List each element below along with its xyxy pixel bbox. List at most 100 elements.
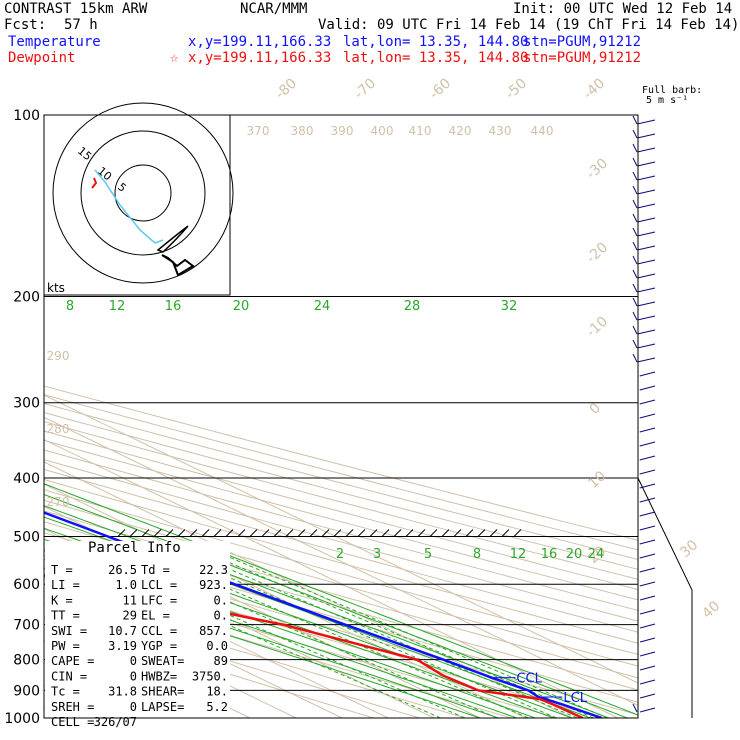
parcel-value: 31.8 (108, 685, 137, 699)
wind-barb (639, 679, 656, 685)
hatch-mark (213, 529, 222, 537)
moist-adiabat-label: 12 (109, 299, 126, 314)
wind-barb (637, 245, 656, 251)
wind-barb-flag (632, 143, 638, 153)
hatch-mark (405, 529, 414, 537)
dry-adiabat-line (44, 603, 422, 718)
parcel-label: LAPSE= (141, 700, 184, 714)
wind-barb (639, 441, 656, 447)
wind-barb (639, 595, 656, 601)
parcel-value: 18. (206, 685, 228, 699)
parcel-value: 0.0 (206, 639, 228, 653)
dry-adiabat-line (44, 590, 468, 718)
hodograph-units: kts (47, 281, 65, 295)
dry-adiabat-label: 270 (47, 495, 70, 509)
wind-barb (637, 343, 656, 349)
isotherm-label: -10 (583, 313, 611, 340)
mixing-ratio-label: 12 (510, 547, 527, 562)
parcel-value: 89 (214, 654, 228, 668)
moist-adiabat-label: 32 (501, 299, 518, 314)
dry-adiabat-label: 290 (47, 349, 70, 363)
hatch-mark (393, 529, 402, 537)
parcel-label: Td = (141, 563, 170, 577)
parcel-label: K = (51, 593, 73, 607)
parcel-label: SWEAT= (141, 654, 184, 668)
dry-adiabat-label: 440 (531, 124, 554, 138)
isotherm-label: -80 (272, 75, 300, 102)
parcel-label: CCL = (141, 624, 177, 638)
dry-adiabat-line (44, 468, 638, 633)
wind-barb (639, 511, 656, 517)
parcel-value: 3.19 (108, 639, 137, 653)
hatch-mark (381, 529, 390, 537)
wind-barb (637, 329, 656, 335)
moist-adiabat-label: 20 (233, 299, 250, 314)
wind-barb (639, 567, 656, 573)
dry-adiabat-line (44, 578, 514, 718)
moist-adiabat-label: 24 (314, 299, 331, 314)
hodograph-ring (52, 102, 234, 284)
wind-barb (639, 399, 656, 405)
sounding-series (44, 511, 603, 718)
dry-adiabat-line (44, 421, 638, 580)
pressure-tick-label: 900 (13, 683, 40, 699)
parcel-value: 22.3 (199, 563, 228, 577)
legend-dewpoint-xy: x,y=199.11,166.33 (188, 50, 332, 66)
wind-barb (639, 609, 656, 615)
hodograph-trace (94, 169, 164, 244)
hatch-mark (441, 529, 450, 537)
dry-adiabat-label: 420 (449, 124, 472, 138)
wind-barb (639, 693, 656, 699)
hatch-mark (321, 529, 330, 537)
hodograph-trace-low (91, 177, 98, 189)
parcel-value: 857. (199, 624, 228, 638)
wind-barb (637, 273, 656, 279)
hatch-mark (465, 529, 474, 537)
hatch-mark (309, 529, 318, 537)
wind-barb (639, 455, 656, 461)
hatch-mark (453, 529, 462, 537)
pressure-tick-label: 100 (13, 108, 40, 124)
dry-adiabat-line (44, 439, 638, 601)
hatch-mark (357, 529, 366, 537)
hatch-mark (141, 529, 150, 537)
parcel-info-title: Parcel Info (88, 540, 181, 556)
series-dewpoint-line (44, 574, 584, 718)
hodograph-frame (43, 114, 231, 296)
dry-adiabat-line (44, 616, 376, 718)
hatch-mark (477, 529, 486, 537)
fcst-label: Fcst: (4, 17, 47, 33)
storm-motion-arrow (161, 254, 195, 277)
wind-barb (637, 175, 656, 181)
parcel-label: CELL = (51, 715, 94, 729)
parcel-value: 326/07 (94, 715, 137, 729)
legend-dewpoint-latlon: lat,lon= 13.35, 144.80 (343, 50, 529, 66)
parcel-label: YGP = (141, 639, 177, 653)
wind-barb (639, 553, 656, 559)
isotherm-label: 10 (585, 468, 609, 492)
frame-extension (637, 477, 693, 718)
isotherm-label: -30 (583, 155, 611, 182)
mixing-ratio-line (199, 556, 578, 718)
wind-barb (639, 525, 656, 531)
wind-barb-flag (632, 703, 638, 713)
parcel-value: 0. (214, 593, 228, 607)
pressure-tick-label: 400 (13, 471, 40, 487)
isotherm-label: -20 (583, 239, 611, 266)
barb-legend-line2: 5 m s⁻¹ (646, 95, 689, 106)
hatch-mark (513, 529, 522, 537)
wind-barb-flag (632, 269, 638, 279)
dry-adiabat-line (44, 449, 638, 611)
parcel-label: HWBZ= (141, 669, 177, 683)
legend-temperature-stn: stn=PGUM,91212 (523, 34, 642, 50)
pressure-tick-label: 700 (13, 618, 40, 634)
wind-barb-flag (632, 171, 638, 181)
hodograph-ring (80, 130, 206, 256)
wind-barb-flag (632, 241, 638, 251)
wind-barb (639, 637, 656, 643)
wind-barb-flag (632, 157, 638, 167)
parcel-value: 29 (123, 609, 137, 623)
hatch-mark (177, 529, 186, 537)
